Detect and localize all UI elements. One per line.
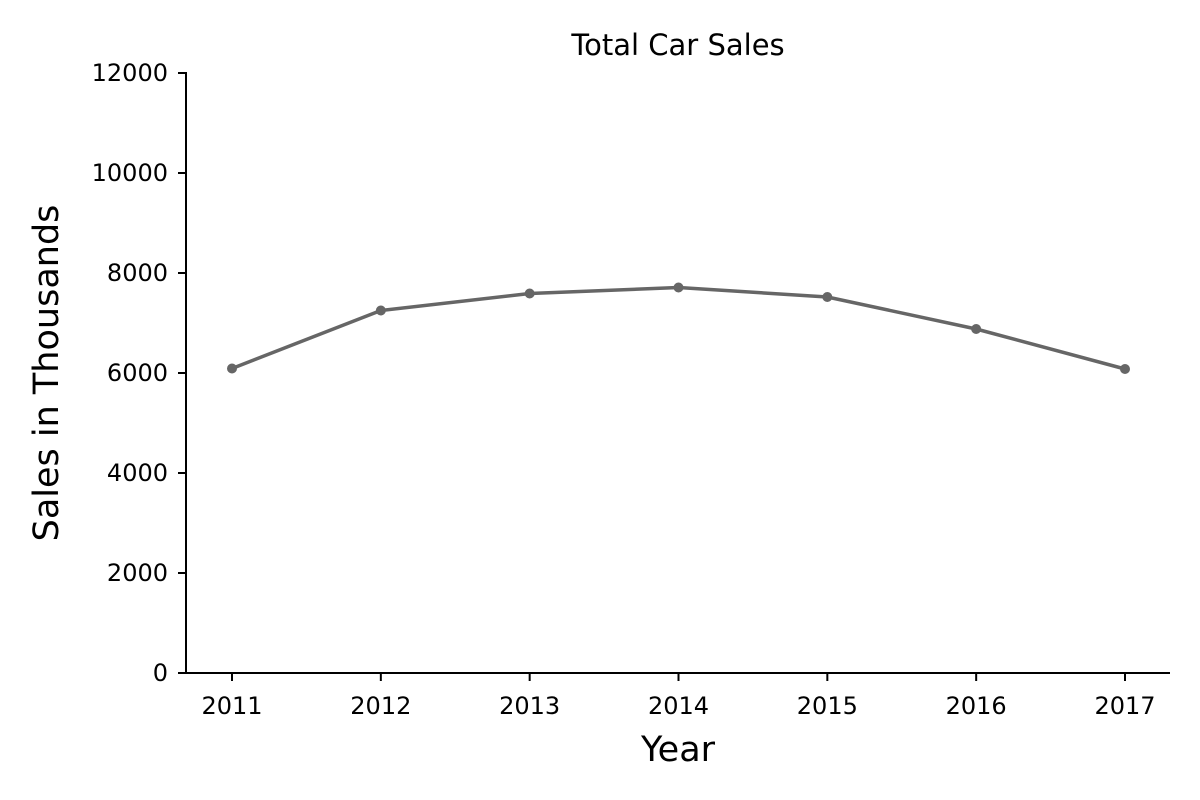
y-tick-label: 8000 bbox=[107, 259, 168, 287]
x-tick-label: 2016 bbox=[946, 692, 1007, 720]
x-tick-label: 2017 bbox=[1094, 692, 1155, 720]
x-tick-label: 2014 bbox=[648, 692, 709, 720]
y-tick-label: 2000 bbox=[107, 559, 168, 587]
y-tick-label: 12000 bbox=[92, 59, 168, 87]
y-tick-label: 6000 bbox=[107, 359, 168, 387]
x-tick-label: 2011 bbox=[201, 692, 262, 720]
data-point bbox=[524, 288, 535, 299]
data-point bbox=[375, 305, 386, 316]
y-tick-label: 0 bbox=[153, 659, 168, 687]
x-tick-label: 2015 bbox=[797, 692, 858, 720]
data-point bbox=[673, 282, 684, 293]
y-tick-label: 4000 bbox=[107, 459, 168, 487]
data-point bbox=[971, 324, 982, 334]
series-group bbox=[227, 282, 1130, 374]
y-axis-label: Sales in Thousands bbox=[27, 205, 67, 542]
series-line bbox=[230, 285, 1127, 371]
data-point bbox=[227, 363, 237, 374]
chart-title: Total Car Sales bbox=[570, 28, 784, 62]
x-axis-label: Year bbox=[640, 730, 716, 770]
y-tick-label: 10000 bbox=[92, 159, 168, 187]
x-axis-ticks: 2011 2012 2013 2014 2015 2016 2017 bbox=[201, 673, 1156, 720]
data-point bbox=[822, 292, 833, 302]
y-axis-ticks: 0 2000 4000 6000 8000 10000 12000 bbox=[92, 59, 186, 687]
data-point bbox=[1120, 364, 1130, 374]
x-tick-label: 2012 bbox=[350, 692, 411, 720]
x-tick-label: 2013 bbox=[499, 692, 560, 720]
